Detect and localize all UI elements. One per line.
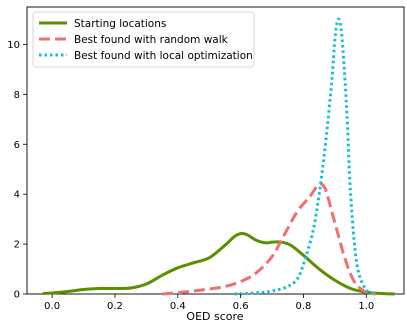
y-tick-label: 4 bbox=[14, 190, 20, 201]
series-line-2 bbox=[161, 182, 376, 296]
x-axis: 0.0 0.2 0.4 0.6 0.8 1.0 bbox=[44, 294, 374, 312]
x-tick-label: 0.4 bbox=[170, 301, 186, 312]
plot-area-frame bbox=[26, 6, 405, 295]
series-line-3 bbox=[234, 17, 377, 296]
y-axis: 0 2 4 6 8 10 bbox=[7, 40, 27, 301]
legend-frame bbox=[32, 11, 255, 68]
y-tick-label: 8 bbox=[14, 90, 20, 101]
y-tick-label: 6 bbox=[14, 140, 20, 151]
y-tick-label: 10 bbox=[7, 40, 20, 51]
y-tick-label: 0 bbox=[14, 290, 20, 301]
y-tick-label: 2 bbox=[14, 240, 20, 251]
x-tick-label: 0.8 bbox=[296, 301, 312, 312]
legend-label-3: Best found with local optimization bbox=[74, 50, 253, 62]
x-tick-label: 0.6 bbox=[233, 301, 249, 312]
series-line-1 bbox=[42, 231, 395, 296]
legend-label-1: Starting locations bbox=[74, 18, 166, 30]
series-layer bbox=[42, 17, 395, 296]
legend-label-2: Best found with random walk bbox=[74, 34, 229, 46]
x-tick-label: 1.0 bbox=[358, 301, 374, 312]
x-axis-label: OED score bbox=[186, 310, 243, 323]
x-tick-label: 0.2 bbox=[107, 301, 123, 312]
x-tick-label: 0.0 bbox=[44, 301, 60, 312]
legend: Starting locations Best found with random… bbox=[32, 11, 255, 68]
